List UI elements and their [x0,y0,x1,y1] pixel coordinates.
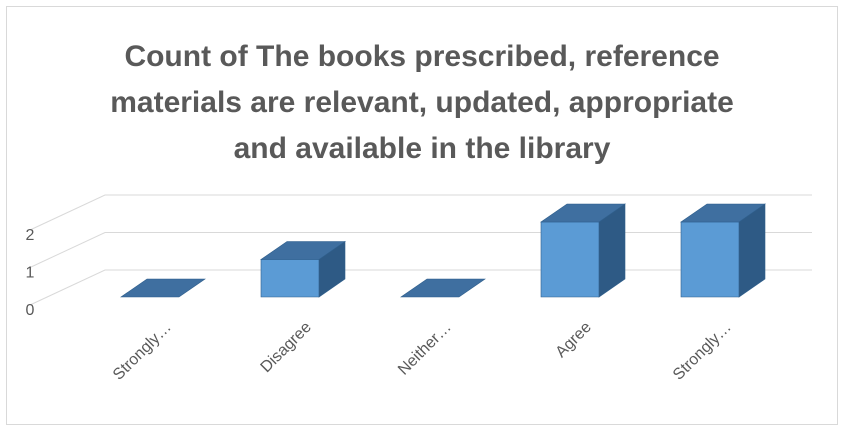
grid-line [29,194,812,231]
bar-top [400,278,486,298]
y-tick-label: 0 [26,302,35,319]
chart-title: Count of The books prescribed, reference… [110,40,734,165]
bar [400,278,486,298]
bar-front [260,259,320,298]
y-tick-label: 2 [26,227,35,244]
bar [120,278,206,298]
bar [260,240,346,298]
bar [540,203,626,298]
bar-front [540,221,600,298]
bar [680,203,766,298]
y-tick-label: 1 [26,265,35,282]
bar-top [680,203,766,223]
bar-top [540,203,626,223]
bar-top [260,241,346,260]
bar-front [680,221,740,298]
bar-top [120,278,206,298]
